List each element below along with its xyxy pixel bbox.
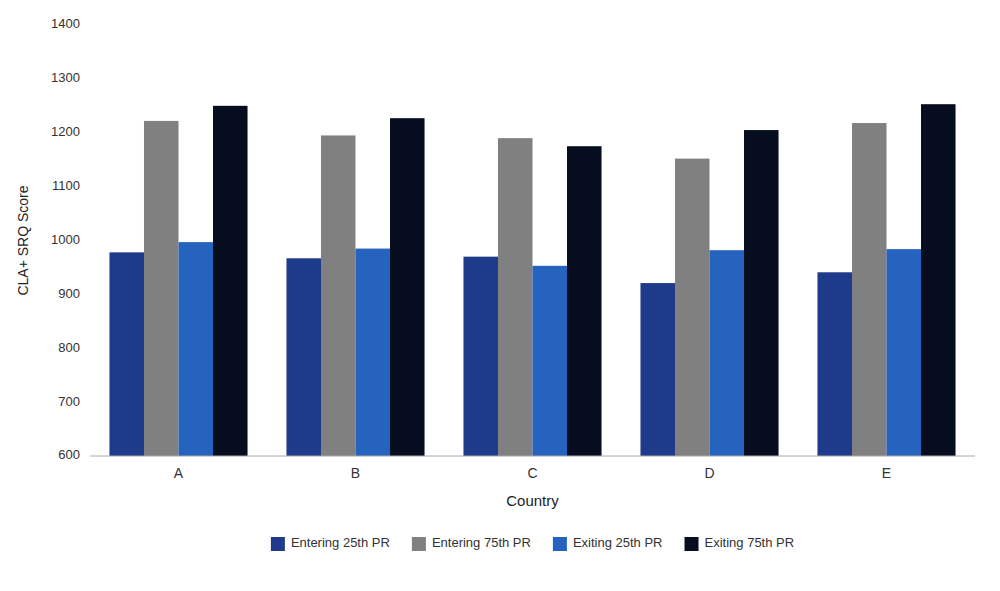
y-tick-label: 800 [58, 340, 80, 355]
legend-swatch [553, 537, 567, 551]
chart: 600 700 800 900 1000 1100 1200 1300 1400 A B C D E Cou… [0, 0, 1000, 591]
x-axis-title: Country [506, 492, 559, 509]
y-tick-label: 1100 [52, 178, 80, 193]
bar [852, 123, 887, 456]
x-axis-line [90, 456, 975, 457]
y-tick-label: 900 [58, 286, 80, 301]
legend-swatch [685, 537, 699, 551]
bar [356, 249, 391, 456]
y-tick-label: 600 [58, 447, 80, 462]
y-axis-title: CLA+ SRQ Score [15, 185, 31, 295]
legend-item: Entering 25th PR [271, 535, 390, 551]
x-tick-label: B [351, 465, 360, 481]
legend-label: Exiting 25th PR [573, 535, 663, 550]
x-tick-label: D [704, 465, 714, 481]
bar [213, 106, 248, 456]
y-tick-label: 1000 [51, 232, 80, 247]
x-tick-label: E [882, 465, 891, 481]
bar [744, 130, 779, 456]
bar [817, 272, 852, 456]
bar [533, 266, 568, 456]
y-tick-label: 1300 [51, 70, 80, 85]
bar [179, 242, 214, 456]
bar [567, 146, 602, 456]
y-tick-label: 700 [58, 394, 80, 409]
bar [640, 283, 675, 456]
legend-item: Exiting 75th PR [685, 535, 795, 551]
legend-label: Entering 25th PR [291, 535, 390, 550]
x-tick-label: C [527, 465, 537, 481]
bar [144, 121, 179, 456]
bar [463, 257, 498, 456]
legend-item: Entering 75th PR [412, 535, 531, 551]
legend-swatch [412, 537, 426, 551]
legend: Entering 25th PR Entering 75th PR Exiting … [271, 535, 794, 551]
y-tick-label: 1200 [51, 124, 80, 139]
legend-label: Exiting 75th PR [705, 535, 795, 550]
y-tick-label: 1400 [51, 16, 80, 31]
bars [109, 104, 955, 456]
legend-label: Entering 75th PR [432, 535, 531, 550]
bar [921, 104, 956, 456]
legend-item: Exiting 25th PR [553, 535, 663, 551]
bar [286, 258, 321, 456]
bar [887, 249, 922, 456]
bar [321, 135, 356, 456]
legend-swatch [271, 537, 285, 551]
bar [710, 250, 745, 456]
bar [675, 159, 710, 456]
bar [390, 118, 425, 456]
bar [498, 138, 533, 456]
x-tick-label: A [174, 465, 184, 481]
bar [109, 252, 144, 456]
